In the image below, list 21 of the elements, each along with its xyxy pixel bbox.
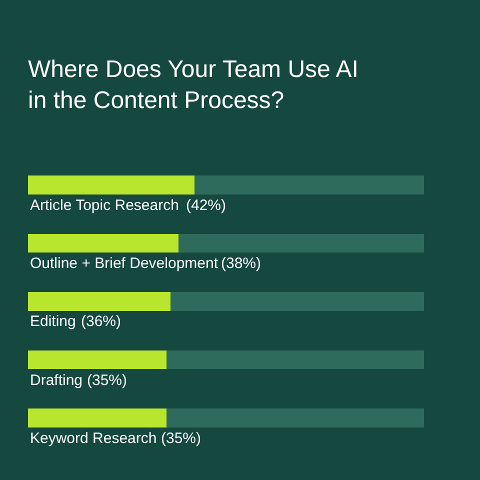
y-tick-label: Editing (30, 313, 76, 330)
data-label: (35%) (161, 430, 202, 447)
bar (28, 350, 167, 370)
data-label: (42%) (186, 197, 226, 214)
bar (28, 408, 167, 428)
y-tick-label: Article Topic Research (30, 197, 179, 214)
y-tick-label: Drafting (30, 372, 83, 389)
data-label: (35%) (87, 372, 128, 389)
bar (28, 176, 194, 194)
bar (28, 234, 178, 253)
y-tick-label: Outline + Brief Development (30, 255, 219, 272)
bar (28, 292, 171, 311)
data-label: (36%) (81, 313, 122, 330)
y-tick-label: Keyword Research (30, 430, 157, 447)
bar (166, 350, 424, 370)
chart-title: Where Does Your Team Use AI in the Content Process? (28, 56, 358, 114)
bar (166, 408, 424, 428)
bar (170, 292, 424, 311)
data-label: (38%) (221, 255, 262, 272)
bar (178, 234, 424, 253)
bar (194, 176, 424, 194)
